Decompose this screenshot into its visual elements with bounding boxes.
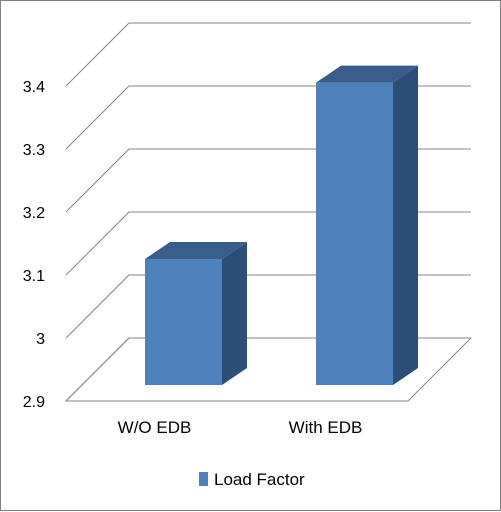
bar-side-0 — [222, 242, 247, 385]
x-axis-category-labels: W/O EDB With EDB — [118, 418, 363, 437]
y-tick-label: 2.9 — [23, 394, 45, 411]
bar-front-0 — [145, 259, 222, 385]
y-tick-label: 3.4 — [23, 79, 45, 96]
legend: Load Factor — [199, 470, 305, 489]
y-tick-label: 3.3 — [23, 142, 45, 159]
bars — [145, 65, 418, 385]
y-tick-label: 3.1 — [23, 268, 45, 285]
bar-side-1 — [393, 65, 418, 385]
bar-front-1 — [316, 82, 393, 385]
gridline-5 — [65, 22, 471, 87]
bar-0 — [145, 242, 247, 385]
bar-1 — [316, 65, 418, 385]
y-axis-tick-labels: 2.9 3 3.1 3.2 3.3 3.4 — [23, 79, 45, 411]
y-tick-label: 3.2 — [23, 205, 45, 222]
x-category-label: With EDB — [289, 418, 363, 437]
chart-floor — [64, 337, 473, 402]
y-tick-label: 3 — [36, 331, 45, 348]
floor-outline — [64, 337, 473, 402]
legend-swatch — [199, 472, 208, 486]
bar-top-1 — [316, 65, 418, 83]
x-category-label: W/O EDB — [118, 418, 192, 437]
bar-top-0 — [145, 242, 247, 259]
legend-label: Load Factor — [214, 470, 305, 489]
